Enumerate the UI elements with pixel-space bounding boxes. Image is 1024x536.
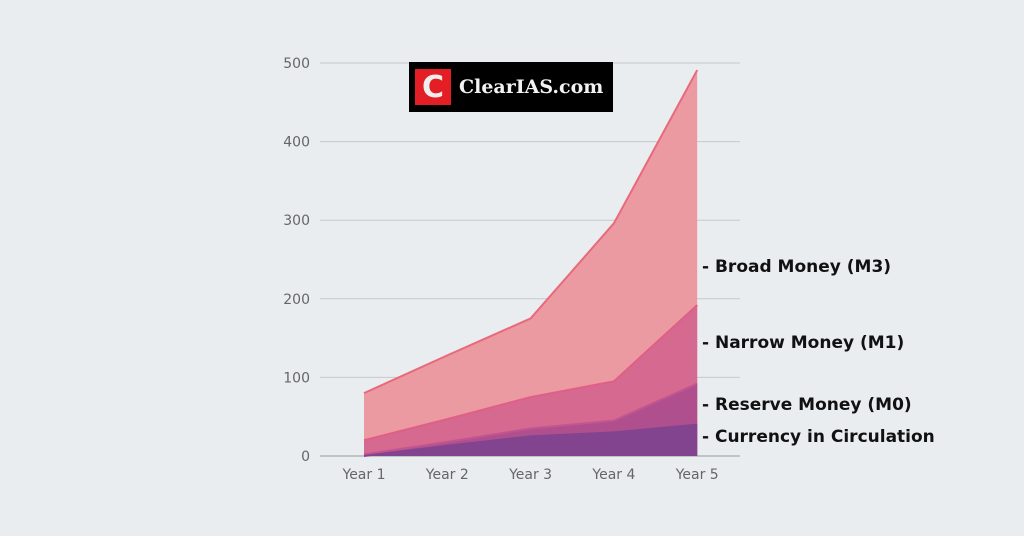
x-tick-label: Year 1 — [342, 467, 386, 483]
area-series-0 — [364, 70, 698, 456]
legend-label-m1: - Narrow Money (M1) — [702, 333, 905, 353]
x-tick-label: Year 5 — [675, 467, 719, 483]
x-tick-label: Year 2 — [425, 467, 469, 483]
clearias-logo: C ClearIAS.com — [409, 62, 613, 112]
y-tick-label: 100 — [283, 370, 310, 386]
legend-label-m0: - Reserve Money (M0) — [702, 395, 912, 415]
y-tick-label: 200 — [283, 292, 310, 308]
area-series-3 — [364, 424, 698, 456]
y-tick-label: 500 — [283, 56, 310, 72]
line-series-2 — [363, 382, 698, 456]
y-tick-label: 400 — [283, 135, 310, 151]
line-series-0 — [363, 69, 699, 395]
y-tick-label: 300 — [283, 213, 310, 229]
line-series-3 — [363, 423, 698, 457]
legend-label-m3: - Broad Money (M3) — [702, 257, 892, 277]
logo-text: ClearIAS.com — [459, 76, 604, 98]
logo-c-icon: C — [415, 69, 451, 105]
y-tick-label: 0 — [301, 449, 310, 465]
x-tick-label: Year 4 — [591, 467, 635, 483]
x-tick-label: Year 3 — [508, 467, 552, 483]
area-series-1 — [364, 305, 698, 456]
line-series-1 — [363, 304, 698, 442]
legend-label-currency: - Currency in Circulation — [702, 427, 935, 447]
